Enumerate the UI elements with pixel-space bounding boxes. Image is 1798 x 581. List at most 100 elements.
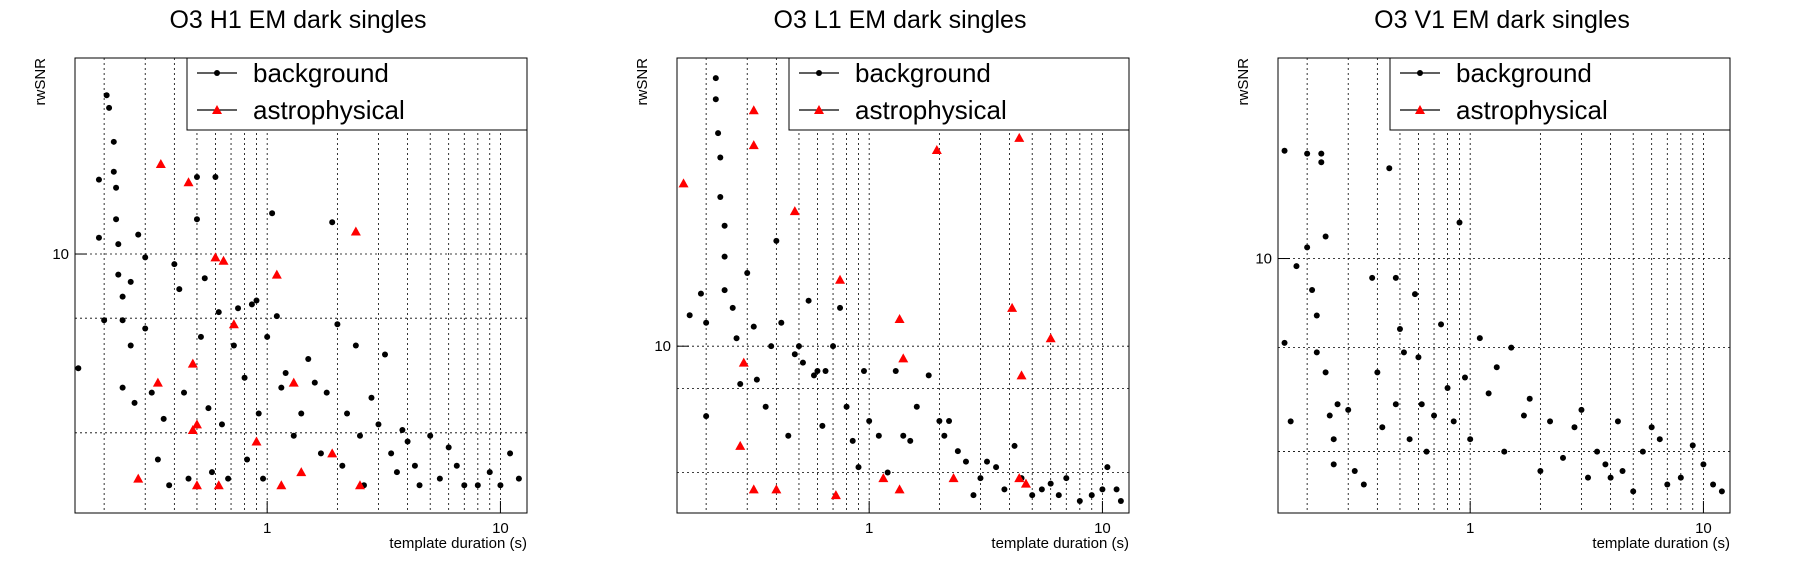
background-point — [197, 333, 204, 340]
background-point — [1656, 436, 1663, 443]
background-point — [311, 379, 318, 386]
background-point — [819, 422, 826, 429]
background-point — [1444, 384, 1451, 391]
background-point — [1630, 488, 1637, 495]
background-point — [142, 325, 149, 332]
background-point — [925, 372, 932, 379]
background-point — [1677, 474, 1684, 481]
gridlines — [1278, 58, 1730, 513]
background-point — [427, 432, 434, 439]
background-point — [218, 421, 225, 428]
legend-box — [1389, 57, 1731, 131]
background-point — [356, 432, 363, 439]
background-point — [884, 469, 891, 476]
background-point — [907, 437, 914, 444]
astrophysical-point — [894, 484, 905, 494]
background-point — [849, 437, 856, 444]
background-point — [1423, 448, 1430, 455]
background-point — [1578, 406, 1585, 413]
background-point — [1304, 244, 1311, 251]
background-point — [264, 333, 271, 340]
background-point — [507, 450, 514, 457]
background-point — [712, 96, 719, 103]
astrophysical-point — [1020, 478, 1031, 488]
background-point — [1369, 274, 1376, 281]
background-point — [160, 415, 167, 422]
background-point — [1322, 369, 1329, 376]
legend: background astrophysical — [186, 57, 528, 131]
background-point — [1281, 339, 1288, 346]
background-point — [1602, 461, 1609, 468]
background-point — [119, 384, 126, 391]
background-point — [119, 293, 126, 300]
y-tick-label: 10 — [654, 338, 671, 355]
background-point — [1055, 492, 1062, 499]
y-tick-label: 10 — [1255, 251, 1272, 268]
background-point — [352, 342, 359, 349]
x-axis-label: template duration (s) — [389, 535, 527, 552]
background-point — [1718, 488, 1725, 495]
y-axis-label: rwSNR — [1235, 58, 1252, 106]
background-point — [1330, 461, 1337, 468]
background-point — [1431, 412, 1438, 419]
astrophysical-point — [735, 440, 746, 450]
astrophysical-point — [187, 424, 198, 434]
background-point — [166, 482, 173, 489]
background-point — [941, 432, 948, 439]
background-point — [101, 317, 108, 324]
astrophysical-point — [288, 377, 299, 387]
background-point — [1313, 349, 1320, 356]
background-point — [515, 475, 522, 482]
legend-label-astrophysical: astrophysical — [1456, 95, 1608, 125]
background-point — [1113, 486, 1120, 493]
legend-marker-astrophysical — [1415, 105, 1425, 114]
astrophysical-point — [210, 252, 221, 262]
background-point — [729, 304, 736, 311]
legend-box — [186, 57, 528, 131]
background-point — [127, 278, 134, 285]
background-point — [744, 269, 751, 276]
y-axis-label: rwSNR — [32, 58, 49, 106]
background-point — [717, 154, 724, 161]
astrophysical-point — [1014, 473, 1025, 483]
background-point — [404, 438, 411, 445]
background-point — [235, 305, 242, 312]
background-point — [115, 241, 122, 248]
legend-label-astrophysical: astrophysical — [855, 95, 1007, 125]
series-circle — [75, 92, 522, 489]
background-point — [954, 448, 961, 455]
legend-label-astrophysical: astrophysical — [253, 95, 405, 125]
background-point — [1485, 390, 1492, 397]
background-point — [1392, 274, 1399, 281]
x-axis-label: template duration (s) — [1592, 535, 1730, 552]
astrophysical-point — [789, 206, 800, 216]
background-point — [113, 216, 120, 223]
astrophysical-point — [350, 226, 361, 236]
background-point — [290, 432, 297, 439]
background-point — [1322, 233, 1329, 240]
background-point — [193, 216, 200, 223]
background-point — [1318, 150, 1325, 157]
background-point — [795, 343, 802, 350]
gridlines — [677, 58, 1129, 513]
background-point — [127, 342, 134, 349]
background-point — [721, 287, 728, 294]
background-point — [703, 413, 710, 420]
background-point — [1537, 467, 1544, 474]
background-point — [837, 304, 844, 311]
y-axis-label: rwSNR — [634, 58, 651, 106]
astrophysical-point — [894, 314, 905, 324]
background-point — [866, 417, 873, 424]
astrophysical-point — [1007, 302, 1018, 312]
astrophysical-point — [771, 484, 782, 494]
background-point — [329, 219, 336, 226]
astrophysical-point — [948, 473, 959, 483]
astrophysical-point — [748, 105, 759, 115]
background-point — [1594, 448, 1601, 455]
astrophysical-point — [191, 480, 202, 490]
background-point — [1639, 448, 1646, 455]
